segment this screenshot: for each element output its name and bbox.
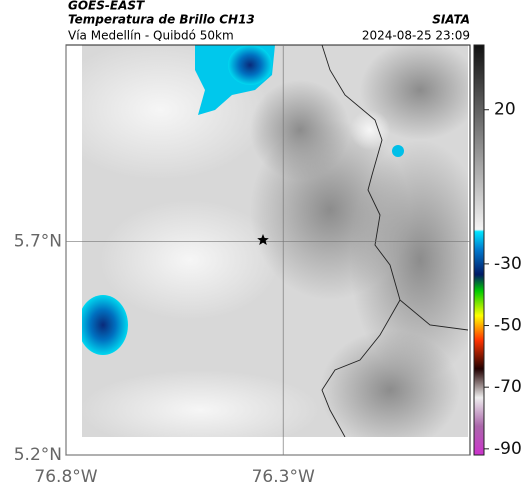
colorbar-ticks: 20 -30 -50 -70 -90 bbox=[484, 100, 522, 459]
lon-label: 76.3°W bbox=[252, 467, 315, 487]
lat-label: 5.2°N bbox=[14, 445, 62, 465]
colorbar-label: -30 bbox=[494, 254, 522, 274]
colorbar-label: -70 bbox=[494, 377, 522, 397]
location-marker bbox=[257, 234, 269, 245]
colorbar-label: -90 bbox=[494, 439, 522, 459]
datetime: 2024-08-25 23:09 bbox=[362, 29, 470, 43]
graticule: 5.2°N 5.7°N 76.8°W 76.3°W bbox=[14, 45, 470, 487]
lat-label: 5.7°N bbox=[14, 231, 62, 251]
lon-label: 76.8°W bbox=[34, 467, 97, 487]
title: GOES-EAST bbox=[68, 0, 145, 13]
source: SIATA bbox=[432, 13, 470, 27]
colorbar-label: -50 bbox=[494, 316, 522, 336]
subtitle: Temperatura de Brillo CH13 bbox=[68, 13, 255, 27]
colorbar-label: 20 bbox=[494, 100, 516, 120]
region: Vía Medellín - Quibdó 50km bbox=[68, 29, 234, 43]
satellite-image bbox=[82, 45, 468, 437]
colorbar bbox=[473, 44, 485, 456]
